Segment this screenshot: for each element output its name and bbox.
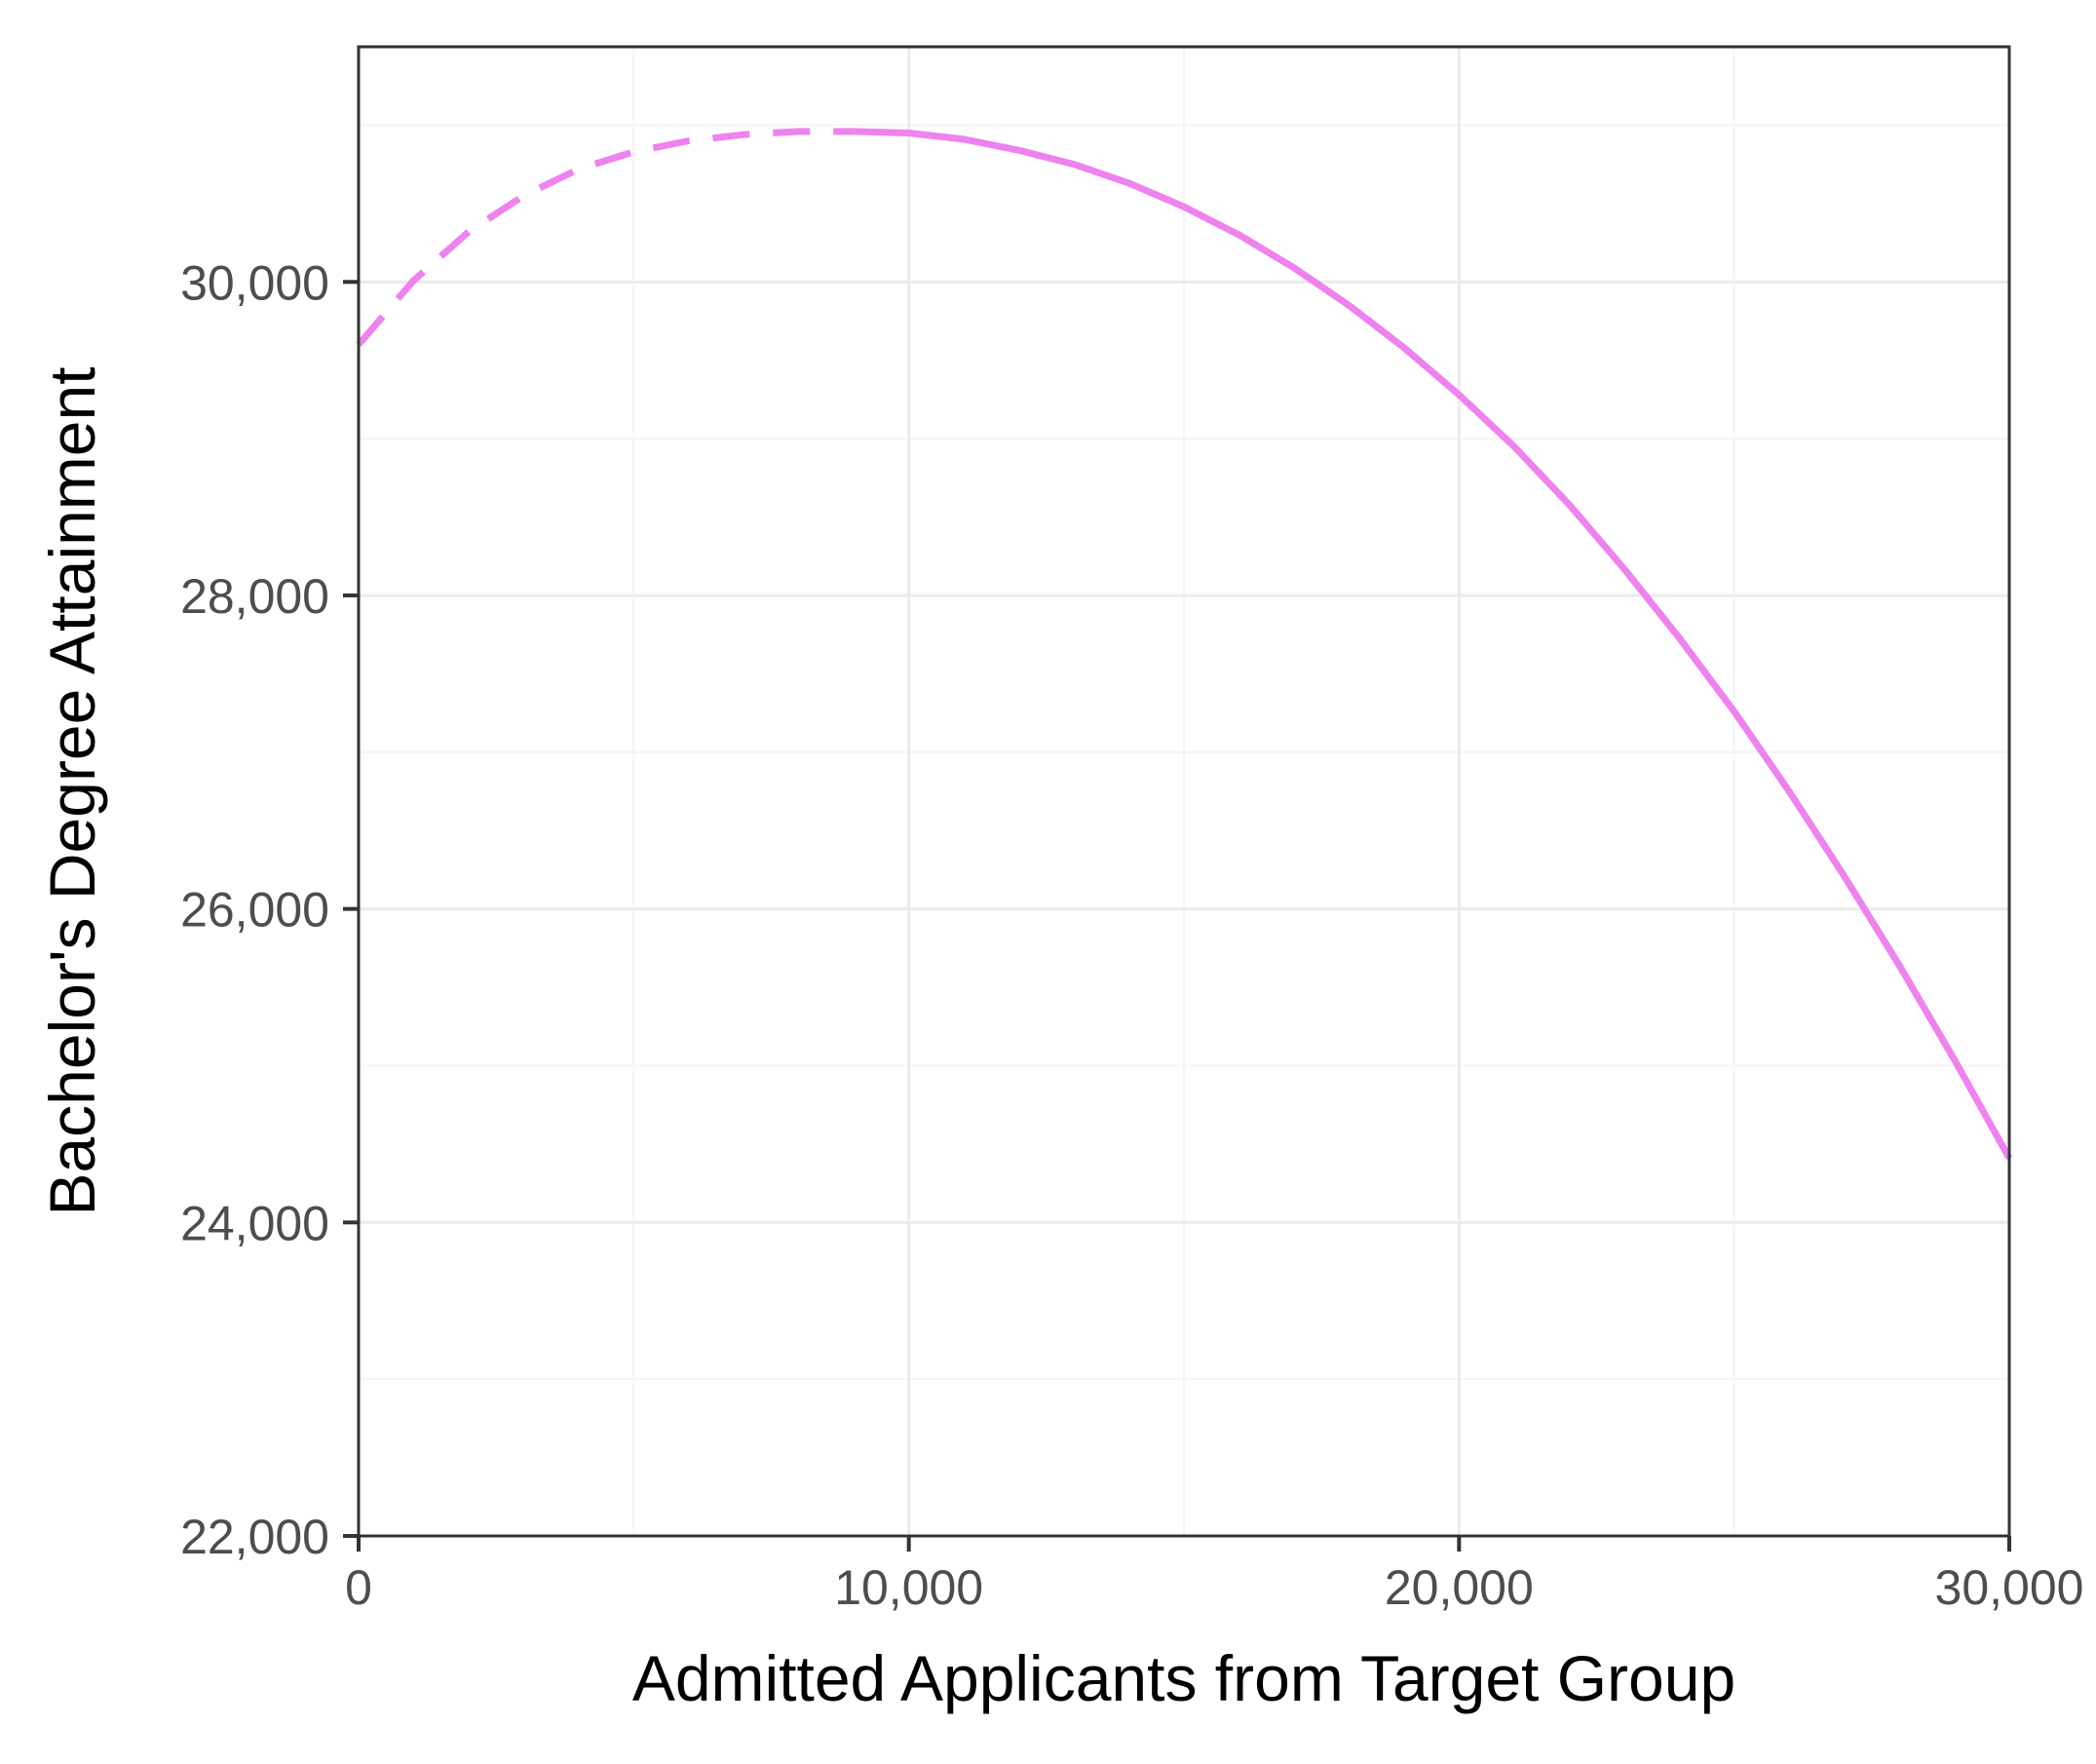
x-tick-label: 0 bbox=[345, 1560, 372, 1615]
x-tick-label: 20,000 bbox=[1385, 1560, 1534, 1615]
y-tick-label: 26,000 bbox=[180, 883, 329, 938]
y-tick-label: 24,000 bbox=[180, 1196, 329, 1250]
y-tick-label: 30,000 bbox=[180, 255, 329, 310]
x-tick-label: 30,000 bbox=[1935, 1560, 2084, 1615]
series-line-solid bbox=[854, 128, 2013, 1161]
y-axis: 22,000 24,000 26,000 28,000 30,000 bbox=[180, 255, 359, 1564]
y-axis-title: Bachelor's Degree Attainment bbox=[36, 366, 108, 1215]
x-tick-label: 10,000 bbox=[834, 1560, 983, 1615]
series-line-dashed bbox=[356, 128, 855, 347]
x-axis-title: Admitted Applicants from Target Group bbox=[632, 1642, 1735, 1714]
series-layer bbox=[356, 128, 2013, 1161]
plot-border bbox=[357, 45, 2011, 1538]
x-axis: 0 10,000 20,000 30,000 bbox=[345, 1536, 2083, 1615]
y-tick-label: 28,000 bbox=[180, 569, 329, 624]
y-tick-label: 22,000 bbox=[180, 1510, 329, 1564]
